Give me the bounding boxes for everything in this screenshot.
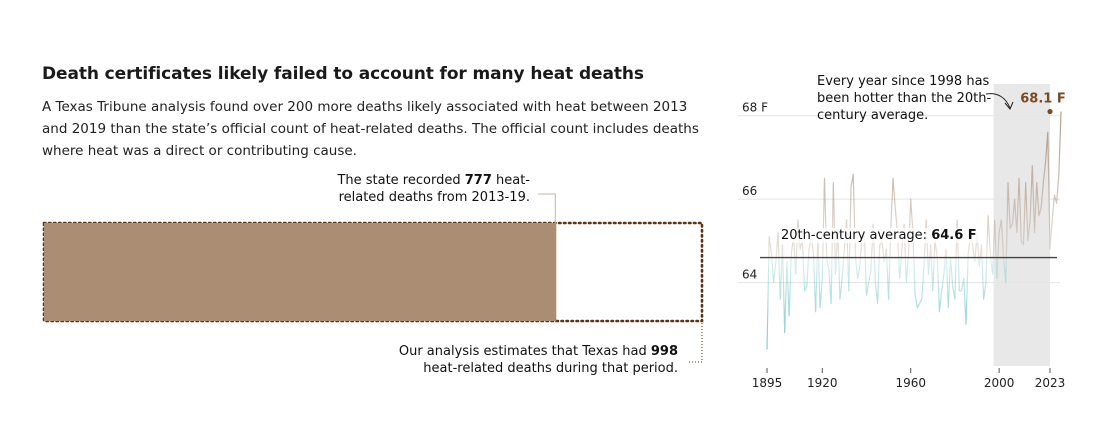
- latest-label: 68.1 F: [1020, 92, 1065, 107]
- annotation-recorded: The state recorded 777 heat-related deat…: [337, 173, 530, 205]
- temperature-series-line: [766, 111, 1062, 350]
- line-annotation: Every year since 1998 has been hotter th…: [817, 74, 992, 123]
- leader-line-estimated: [688, 323, 703, 363]
- x-tick-label: 2023: [1035, 376, 1066, 390]
- dek: A Texas Tribune analysis found over 200 …: [42, 99, 699, 159]
- x-tick-labels: 1895 1920 1960 2000 2023: [752, 376, 1066, 390]
- y-tick-label: 64: [742, 268, 757, 282]
- bar-chart: [42, 193, 704, 363]
- highlight-band: [993, 84, 1050, 366]
- x-tick-label: 1960: [895, 376, 926, 390]
- x-tick-label: 1895: [752, 376, 783, 390]
- x-ticks: [766, 368, 1051, 373]
- leader-line-recorded: [538, 193, 556, 223]
- y-tick-label: 68 F: [742, 101, 768, 115]
- x-tick-label: 1920: [807, 376, 838, 390]
- annotation-estimated: Our analysis estimates that Texas had 99…: [398, 344, 678, 376]
- estimated-value: 998: [650, 344, 678, 359]
- y-tick-label: 66: [742, 184, 757, 198]
- average-label: 20th-century average: 64.6 F: [779, 228, 979, 243]
- average-value: 64.6 F: [931, 228, 977, 243]
- recorded-value: 777: [464, 173, 492, 188]
- bar-recorded: [44, 223, 557, 321]
- latest-point: [1047, 108, 1053, 115]
- x-tick-label: 2000: [984, 376, 1015, 390]
- annotation-arrowhead: [1004, 101, 1014, 110]
- y-tick-labels: 68 F 66 64: [742, 101, 768, 282]
- headline: Death certificates likely failed to acco…: [42, 64, 644, 84]
- temperature-line-chart: 68 F 66 64 1895 1920 1960 2000 2023 68.1 F: [738, 84, 1066, 390]
- annotation-arrow: [985, 93, 1011, 109]
